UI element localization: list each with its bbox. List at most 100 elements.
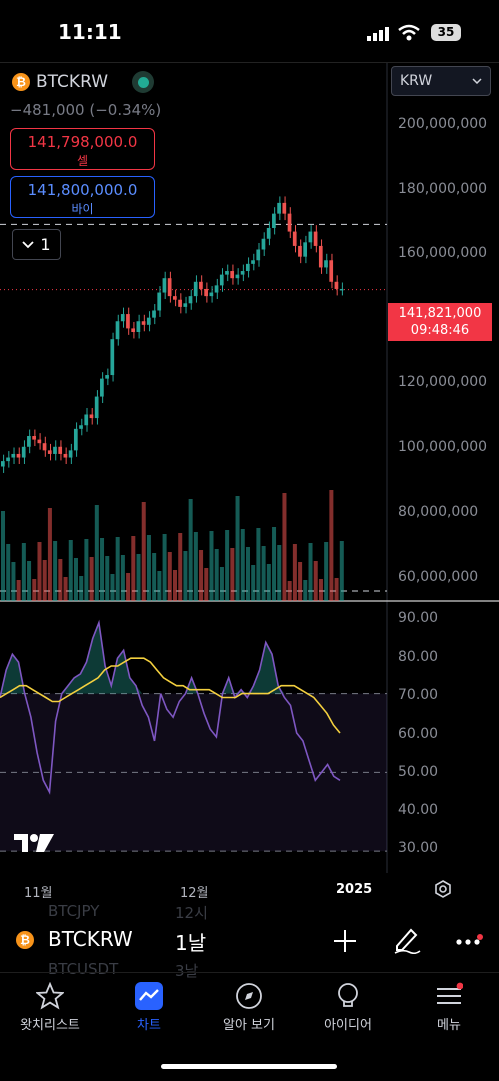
- pencil-icon[interactable]: [393, 926, 421, 954]
- candle: [37, 439, 42, 444]
- candle: [73, 428, 78, 451]
- symbol-header[interactable]: ₿ BTCKRW: [12, 70, 155, 94]
- nav-label: 알아 보기: [223, 1018, 275, 1033]
- toolbar-symbol-button[interactable]: BTCKRW: [48, 927, 133, 951]
- volume-bar: [79, 576, 84, 601]
- candle: [126, 314, 130, 329]
- volume-bar: [339, 541, 344, 601]
- nav-explore[interactable]: 알아 보기: [204, 982, 294, 1033]
- volume-bar: [84, 539, 89, 601]
- plus-icon[interactable]: [333, 929, 357, 953]
- rsi-axis-label: 90.00: [398, 610, 439, 626]
- tradingview-logo: [14, 834, 54, 852]
- chart-area[interactable]: [0, 62, 499, 873]
- volume-bar: [245, 547, 250, 601]
- volume-bar: [225, 530, 230, 601]
- candle: [183, 303, 188, 307]
- volume-bar: [27, 561, 32, 601]
- battery-icon: 35: [431, 24, 461, 41]
- nav-chart[interactable]: 차트: [104, 982, 194, 1033]
- compass-icon: [236, 983, 262, 1009]
- volume-bar: [209, 531, 214, 601]
- candle: [32, 436, 36, 440]
- candle: [256, 249, 261, 261]
- volume-bar: [219, 567, 224, 601]
- currency-select[interactable]: KRW: [391, 66, 491, 96]
- nav-watchlist[interactable]: 왓치리스트: [5, 981, 95, 1033]
- candle: [173, 296, 177, 300]
- sell-label: 셀: [76, 154, 89, 168]
- buy-button[interactable]: 141,800,000.0 바이: [10, 176, 155, 218]
- volume-bar: [167, 552, 172, 601]
- candle: [131, 328, 136, 332]
- volume-bar: [188, 499, 193, 601]
- nav-ideas[interactable]: 아이디어: [303, 982, 393, 1033]
- candle: [245, 263, 250, 272]
- volume-bar: [120, 555, 125, 601]
- volume-bar: [141, 502, 146, 601]
- candle: [324, 260, 328, 268]
- candle: [53, 446, 57, 454]
- candle: [6, 457, 10, 462]
- candle: [110, 339, 115, 376]
- volume-bar: [100, 538, 105, 601]
- star-icon: [35, 981, 65, 1010]
- candle: [63, 453, 68, 458]
- wifi-icon: [398, 24, 420, 41]
- interval-button[interactable]: 1날: [175, 931, 207, 955]
- sell-price: 141,798,000.0: [27, 133, 138, 151]
- rsi-axis-label: 60.00: [398, 726, 439, 742]
- candle: [272, 213, 276, 228]
- volume-bar: [89, 557, 94, 601]
- candle: [313, 231, 318, 246]
- candle: [47, 450, 52, 454]
- volume-bar: [73, 558, 78, 601]
- volume-bar: [42, 560, 47, 601]
- volume-bar: [329, 490, 334, 601]
- candle: [298, 245, 302, 257]
- volume-bar: [303, 580, 308, 601]
- collapse-indicators-button[interactable]: 1: [12, 229, 61, 260]
- nav-label: 차트: [137, 1018, 161, 1033]
- bitcoin-icon: ₿: [12, 73, 30, 91]
- candle: [94, 396, 99, 419]
- rsi-axis-label: 80.00: [398, 649, 439, 665]
- more-icon[interactable]: [455, 934, 483, 946]
- price-axis-label: 200,000,000: [398, 116, 488, 132]
- candle: [292, 231, 297, 246]
- candle: [178, 299, 182, 307]
- candle: [308, 231, 313, 243]
- volume-bar: [193, 532, 198, 601]
- candle: [105, 375, 109, 379]
- currency-value: KRW: [400, 73, 433, 89]
- volume-bar: [173, 570, 178, 601]
- candle: [188, 296, 193, 304]
- volume-bar: [37, 542, 42, 601]
- chart-icon: [135, 982, 163, 1010]
- ghost-interval: 3날: [175, 962, 199, 980]
- candle: [282, 202, 287, 214]
- sell-button[interactable]: 141,798,000.0 셀: [10, 128, 155, 170]
- chart-settings-icon[interactable]: [433, 879, 453, 899]
- candle: [89, 414, 94, 419]
- chart-canvas[interactable]: [0, 63, 499, 873]
- volume-bar: [256, 528, 261, 601]
- nav-menu[interactable]: 메뉴: [404, 982, 494, 1033]
- volume-bar: [204, 568, 209, 601]
- price-axis-label: 120,000,000: [398, 374, 488, 390]
- price-change: −481,000 (−0.34%): [10, 101, 162, 119]
- lightbulb-icon: [338, 983, 358, 1007]
- volume-bar: [32, 579, 37, 601]
- volume-bar: [183, 551, 188, 601]
- volume-bar: [21, 543, 26, 601]
- candle: [157, 292, 162, 311]
- candle: [42, 443, 47, 451]
- volume-bar: [94, 505, 99, 601]
- candle: [219, 274, 224, 286]
- volume-bar: [318, 579, 323, 601]
- price-axis-label: 100,000,000: [398, 439, 488, 455]
- rsi-axis-label: 30.00: [398, 840, 439, 856]
- volume-bar: [324, 542, 329, 601]
- status-bar: 11:11 35: [0, 0, 499, 62]
- candle: [100, 378, 104, 397]
